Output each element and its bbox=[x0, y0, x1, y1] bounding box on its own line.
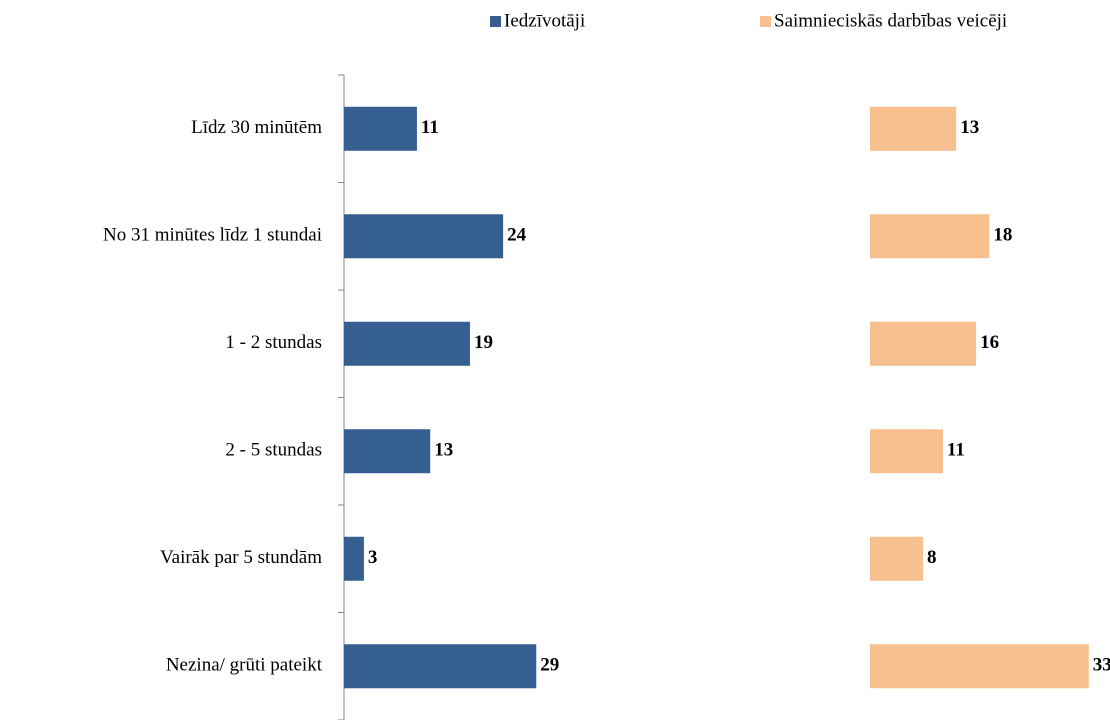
bar bbox=[870, 106, 957, 151]
data-label: 3 bbox=[368, 547, 378, 568]
bar bbox=[344, 429, 431, 474]
category-label: Līdz 30 minūtēm bbox=[191, 117, 322, 138]
bar bbox=[870, 429, 943, 474]
data-label: 16 bbox=[980, 332, 999, 353]
bar bbox=[344, 214, 504, 259]
bar bbox=[344, 644, 537, 689]
category-label: 1 - 2 stundas bbox=[225, 332, 322, 353]
legend-swatch bbox=[490, 16, 501, 27]
data-label: 29 bbox=[540, 655, 559, 676]
data-label: 11 bbox=[947, 440, 965, 461]
data-label: 11 bbox=[421, 117, 439, 138]
bar bbox=[870, 214, 990, 259]
legend-swatch bbox=[760, 16, 771, 27]
data-label: 24 bbox=[507, 225, 527, 246]
bar bbox=[344, 321, 470, 366]
bar bbox=[344, 106, 417, 151]
bar bbox=[870, 536, 924, 581]
category-label: Vairāk par 5 stundām bbox=[160, 547, 322, 568]
data-label: 33 bbox=[1093, 655, 1110, 676]
category-label: 2 - 5 stundas bbox=[225, 440, 322, 461]
data-label: 18 bbox=[993, 225, 1012, 246]
category-label: No 31 minūtes līdz 1 stundai bbox=[103, 225, 322, 246]
data-label: 19 bbox=[474, 332, 493, 353]
bar bbox=[870, 644, 1089, 689]
legend-label: Saimnieciskās darbības veicēji bbox=[774, 10, 1007, 31]
data-label: 13 bbox=[434, 440, 453, 461]
data-label: 13 bbox=[960, 117, 979, 138]
bar bbox=[870, 321, 977, 366]
bar bbox=[344, 536, 364, 581]
category-label: Nezina/ grūti pateikt bbox=[166, 655, 323, 676]
data-label: 8 bbox=[927, 547, 937, 568]
legend-label: Iedzīvotāji bbox=[504, 10, 585, 31]
